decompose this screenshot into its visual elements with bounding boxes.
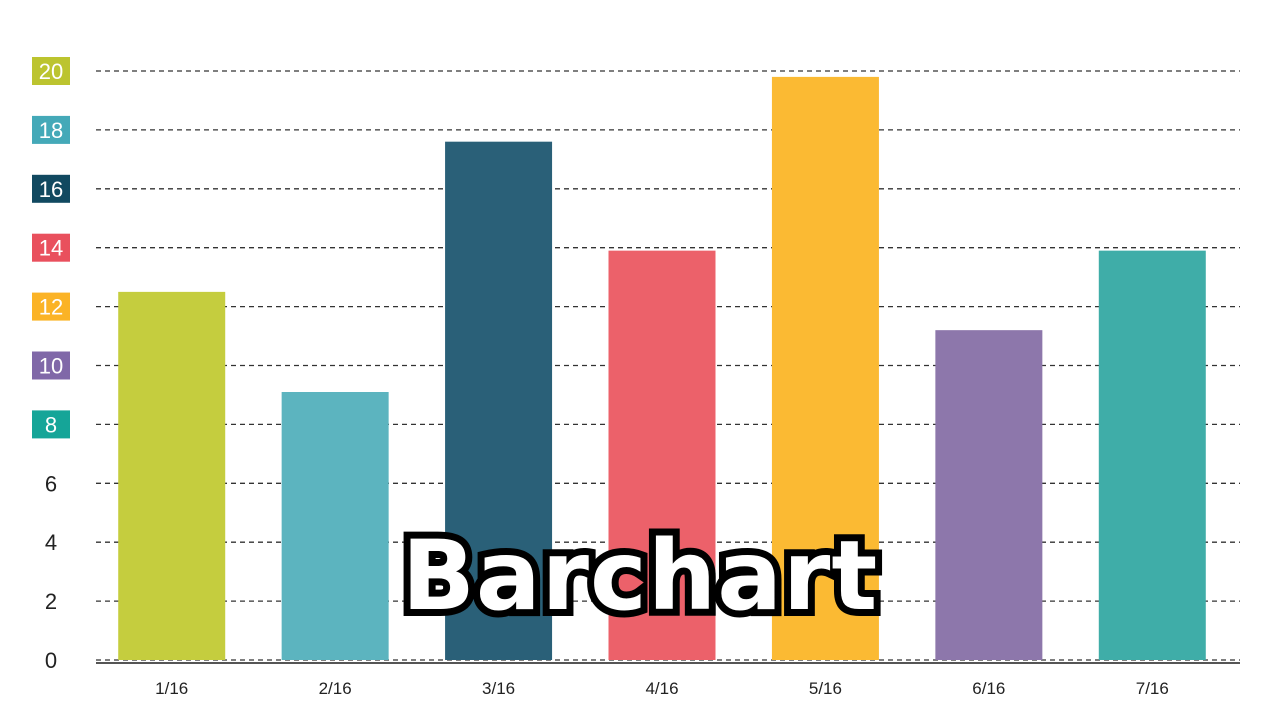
- y-tick: 18: [32, 115, 70, 144]
- y-tick-badge: [32, 233, 70, 262]
- y-tick-badge: [32, 174, 70, 203]
- y-tick-label: 2: [45, 589, 57, 614]
- x-tick-label: 4/16: [645, 679, 678, 698]
- y-tick-label: 4: [45, 530, 57, 555]
- y-tick: 2: [45, 589, 57, 614]
- y-tick-badge: [32, 115, 70, 144]
- y-tick: 16: [32, 174, 70, 203]
- bar: [935, 330, 1043, 660]
- y-tick: 10: [32, 351, 70, 380]
- y-tick-badge: [32, 351, 70, 380]
- y-tick: 8: [32, 410, 70, 439]
- bar: [445, 141, 553, 660]
- bar: [118, 291, 226, 660]
- y-tick-label: 18: [39, 118, 63, 143]
- x-tick-label: 2/16: [319, 679, 352, 698]
- x-axis-ticks: 1/16 2/16 3/16 4/16 5/16 6/16 7/16: [155, 679, 1169, 698]
- y-tick-badge: [32, 410, 70, 439]
- y-tick-label: 12: [39, 295, 63, 320]
- y-tick-label: 10: [39, 354, 63, 379]
- overlay-title: Barchart: [395, 520, 885, 632]
- bar: [1098, 250, 1206, 660]
- y-tick-label: 6: [45, 471, 57, 496]
- y-tick-label: 14: [39, 236, 63, 261]
- y-tick-badge: [32, 57, 70, 85]
- y-tick-label: 0: [45, 648, 57, 673]
- bar: [608, 250, 716, 660]
- x-tick-label: 6/16: [972, 679, 1005, 698]
- x-tick-label: 7/16: [1136, 679, 1169, 698]
- bars: [118, 76, 1206, 660]
- bar: [281, 392, 389, 660]
- y-tick: 0: [45, 648, 57, 673]
- y-tick: 12: [32, 292, 70, 321]
- y-tick: 20: [32, 57, 70, 85]
- y-tick-badge: [32, 292, 70, 321]
- x-tick-label: 1/16: [155, 679, 188, 698]
- y-tick-label: 8: [45, 412, 57, 437]
- x-tick-label: 5/16: [809, 679, 842, 698]
- x-tick-label: 3/16: [482, 679, 515, 698]
- y-tick: 6: [45, 471, 57, 496]
- y-tick: 14: [32, 233, 70, 262]
- bar: [771, 76, 879, 660]
- y-tick-label: 20: [39, 59, 63, 84]
- y-tick: 4: [45, 530, 57, 555]
- y-axis-ticks: 0 2 4 6 8 10 12 14 16 18 20: [32, 57, 70, 673]
- y-tick-label: 16: [39, 177, 63, 202]
